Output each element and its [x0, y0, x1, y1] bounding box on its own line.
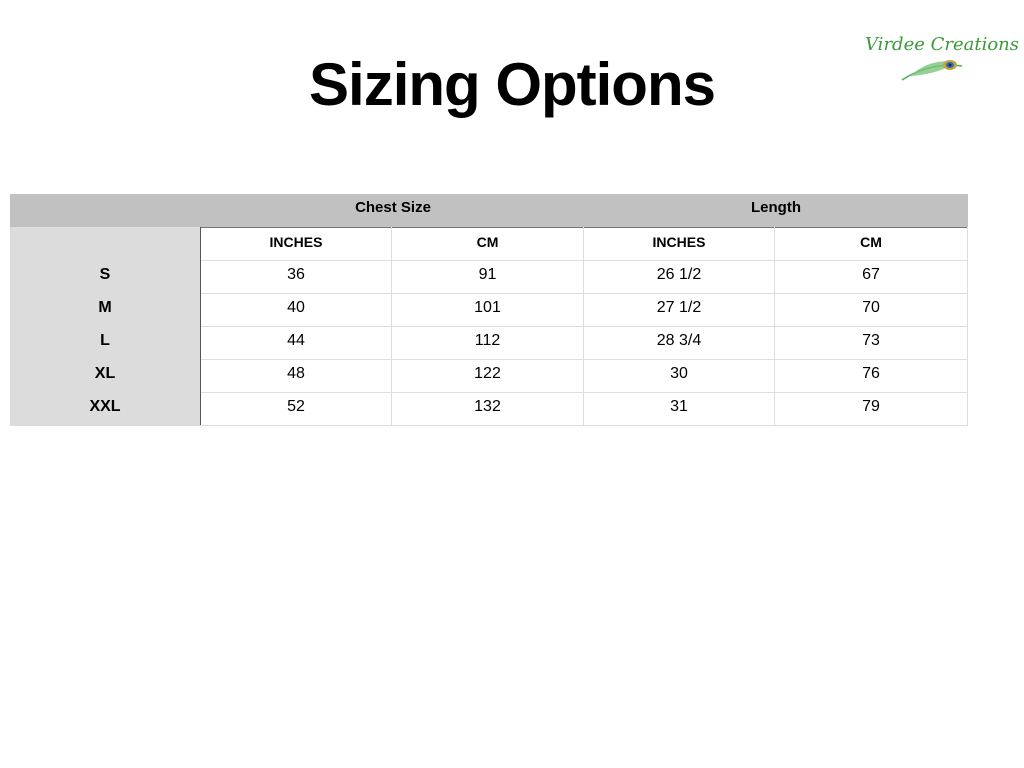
- table-cell: 28 3/4: [584, 326, 775, 359]
- table-cell: 76: [775, 359, 968, 392]
- peacock-feather-icon: [901, 60, 963, 81]
- table-row: M 40 101 27 1/2 70: [10, 293, 968, 327]
- table-row: S 36 91 26 1/2 67: [10, 260, 968, 294]
- group-chest-size: Chest Size: [355, 199, 431, 216]
- table-cell: CM: [392, 227, 584, 260]
- sizing-table: Chest Size Length INCHES CM INCHES CM S 36 91 2…: [10, 194, 968, 426]
- table-cell: 67: [775, 260, 968, 293]
- table-cell: 79: [775, 392, 968, 425]
- row-label: S: [10, 260, 201, 293]
- table-cell: CM: [775, 227, 968, 260]
- table-cell: 70: [775, 293, 968, 326]
- row-label: XL: [10, 359, 201, 392]
- page-title: Sizing Options: [309, 51, 716, 118]
- table-cell: 48: [201, 359, 392, 392]
- row-label: M: [10, 293, 201, 326]
- table-cell: 27 1/2: [584, 293, 775, 326]
- row-label: [10, 227, 201, 260]
- table-cell: 30: [584, 359, 775, 392]
- table-cell: 122: [392, 359, 584, 392]
- table-row: XXL 52 132 31 79: [10, 392, 968, 426]
- table-cell: 40: [201, 293, 392, 326]
- table-cell: 91: [392, 260, 584, 293]
- table-cell: 26 1/2: [584, 260, 775, 293]
- table-cell: 31: [584, 392, 775, 425]
- table-cell: 44: [201, 326, 392, 359]
- table-cell: 36: [201, 260, 392, 293]
- row-label: XXL: [10, 392, 201, 425]
- table-cell: 73: [775, 326, 968, 359]
- group-length: Length: [751, 199, 801, 216]
- table-row: XL 48 122 30 76: [10, 359, 968, 393]
- table-row: L 44 112 28 3/4 73: [10, 326, 968, 360]
- row-label: L: [10, 326, 201, 359]
- table-cell: INCHES: [584, 227, 775, 260]
- table-subheader-row: INCHES CM INCHES CM: [10, 227, 968, 261]
- table-cell: 132: [392, 392, 584, 425]
- logo: Virdee Creations: [860, 34, 1019, 86]
- table-group-header: Chest Size Length: [10, 194, 968, 228]
- table-cell: INCHES: [201, 227, 392, 260]
- logo-text: Virdee Creations: [865, 34, 1020, 55]
- table-cell: 52: [201, 392, 392, 425]
- table-cell: 101: [392, 293, 584, 326]
- table-cell: 112: [392, 326, 584, 359]
